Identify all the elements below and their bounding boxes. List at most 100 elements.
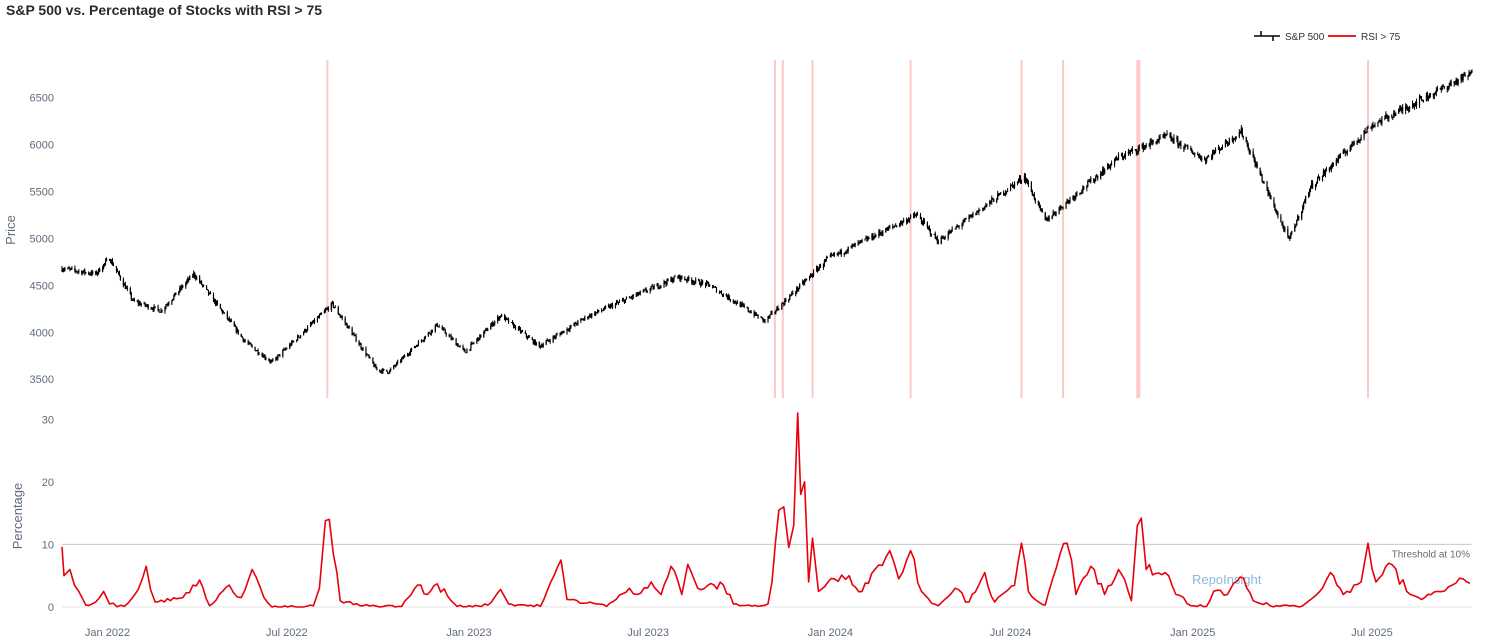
candle-body xyxy=(161,310,163,312)
candle-body xyxy=(562,330,564,333)
candle-body xyxy=(1198,154,1200,156)
rsi-tick-label: 30 xyxy=(42,414,54,426)
candle-body xyxy=(811,275,814,277)
candle-body xyxy=(1401,107,1403,110)
candle-body xyxy=(1016,181,1019,183)
candle-body xyxy=(153,306,155,311)
candle-body xyxy=(186,280,188,283)
candle-body xyxy=(601,310,603,312)
candle-body xyxy=(908,218,911,221)
candle-body xyxy=(839,250,841,254)
candle-body xyxy=(473,342,475,344)
candle-body xyxy=(1421,99,1424,101)
price-tick-label: 6500 xyxy=(30,93,54,105)
legend-item-sp500[interactable]: S&P 500 xyxy=(1254,31,1325,43)
rsi-tick-label: 0 xyxy=(48,602,54,614)
candle-body xyxy=(656,284,658,287)
candle-body xyxy=(1004,193,1006,195)
candle-body xyxy=(1453,81,1455,84)
candle-body xyxy=(1162,134,1164,138)
candle-body xyxy=(119,275,122,280)
candle-body xyxy=(448,335,450,336)
candle-body xyxy=(1350,144,1352,148)
candle-body xyxy=(1256,163,1258,169)
chart-title: S&P 500 vs. Percentage of Stocks with RS… xyxy=(6,2,323,18)
candle-body xyxy=(416,345,419,347)
candle-body xyxy=(422,340,425,341)
candle-body xyxy=(556,334,558,336)
candle-body xyxy=(1363,130,1365,138)
candle-body xyxy=(1449,83,1451,86)
candle-body xyxy=(577,320,579,325)
candle-body xyxy=(400,361,402,362)
candle-body xyxy=(1248,149,1250,153)
candle-body xyxy=(629,297,631,299)
candle-body xyxy=(199,277,201,283)
candle-body xyxy=(1435,90,1437,93)
candle-body xyxy=(304,329,307,332)
candle-body xyxy=(92,271,94,274)
candle-body xyxy=(956,226,958,228)
candle-body xyxy=(131,298,133,300)
candle-body xyxy=(729,299,731,301)
candle-body xyxy=(624,299,627,303)
candle-body xyxy=(1409,106,1411,109)
candle-body xyxy=(84,269,86,274)
candle-body xyxy=(1136,152,1138,154)
candle-body xyxy=(1055,213,1057,215)
candle-body xyxy=(351,328,353,335)
candle-body xyxy=(1318,176,1321,181)
candle-body xyxy=(1088,180,1090,182)
candle-body xyxy=(776,307,778,312)
candle-body xyxy=(670,278,672,281)
candle-body xyxy=(1144,145,1146,147)
candle-body xyxy=(549,340,551,342)
candle-body xyxy=(1408,108,1410,111)
candle-body xyxy=(1283,226,1285,231)
candle-body xyxy=(480,334,482,337)
candle-body xyxy=(1061,207,1063,209)
candle-body xyxy=(687,277,689,281)
candle-body xyxy=(993,199,995,202)
candle-body xyxy=(1384,117,1386,119)
candle-body xyxy=(951,228,953,231)
candle-body xyxy=(76,271,78,273)
candle-body xyxy=(337,307,339,314)
candle-body xyxy=(484,330,486,332)
candle-body xyxy=(919,214,922,220)
candle-body xyxy=(240,333,242,337)
candle-body xyxy=(660,285,662,287)
candle-body xyxy=(1274,204,1276,211)
candle-body xyxy=(1296,220,1298,226)
candle-body xyxy=(491,322,493,326)
candle-body xyxy=(1324,169,1327,175)
candle-body xyxy=(455,339,457,346)
candle-body xyxy=(1017,180,1020,182)
candle-body xyxy=(403,355,406,358)
candle-body xyxy=(1298,216,1300,219)
candle-body xyxy=(902,221,904,224)
candle-body xyxy=(458,346,460,347)
candle-body xyxy=(686,279,688,281)
legend-item-rsi[interactable]: RSI > 75 xyxy=(1328,32,1401,43)
candle-body xyxy=(566,328,568,333)
candle-body xyxy=(732,300,734,303)
candle-body xyxy=(514,325,517,330)
candle-body xyxy=(330,302,332,311)
candle-body xyxy=(965,218,967,220)
candle-body xyxy=(1224,140,1227,148)
candle-body xyxy=(861,240,863,241)
candle-body xyxy=(658,287,660,289)
candle-body xyxy=(992,198,994,200)
candle-body xyxy=(836,253,838,255)
candle-body xyxy=(1263,181,1265,183)
candle-body xyxy=(344,318,346,324)
candle-body xyxy=(1080,192,1082,194)
candle-body xyxy=(108,259,111,261)
candle-body xyxy=(846,250,848,252)
candle-body xyxy=(501,314,503,317)
candle-body xyxy=(975,213,977,215)
candle-body xyxy=(202,285,205,287)
candle-body xyxy=(99,268,101,272)
candle-body xyxy=(1239,132,1241,134)
